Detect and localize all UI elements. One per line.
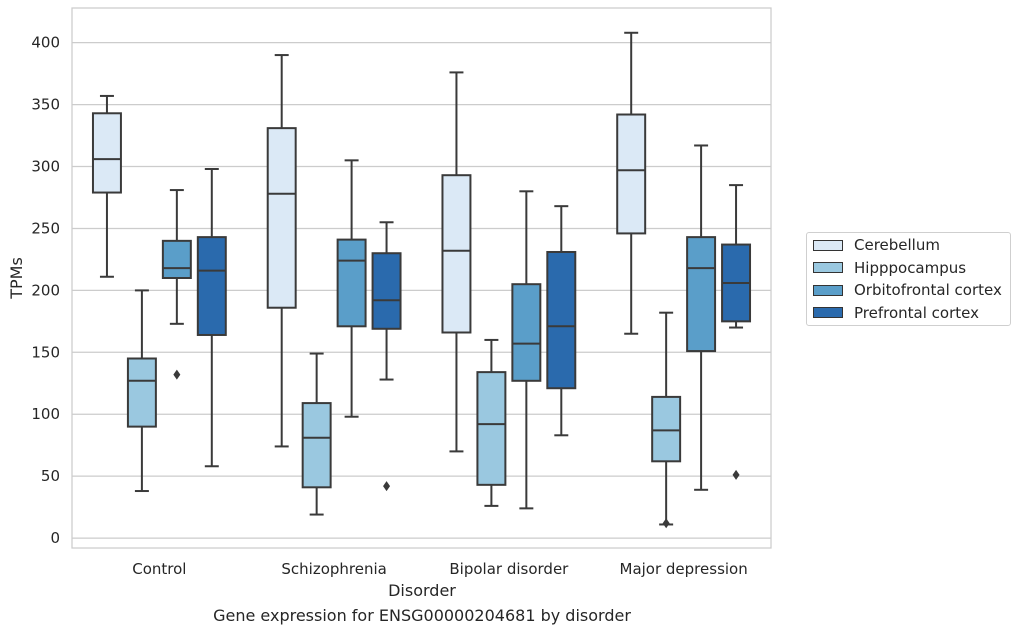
chart-caption: Gene expression for ENSG00000204681 by d…: [213, 606, 631, 625]
box-cerebellum: [616, 31, 647, 335]
legend-item: Orbitofrontal cortex: [813, 281, 1002, 299]
legend-label: Orbitofrontal cortex: [854, 281, 1002, 299]
y-tick-label: 150: [31, 343, 60, 361]
iqr-box: [651, 395, 682, 463]
legend-swatch: [813, 284, 843, 296]
iqr-box: [196, 236, 227, 336]
iqr-box: [686, 236, 717, 353]
x-tick-label: Bipolar disorder: [449, 560, 569, 578]
box-cerebellum: [441, 71, 472, 453]
box-cerebellum: [91, 94, 122, 278]
iqr-box: [616, 113, 647, 235]
y-tick-label: 250: [31, 219, 60, 237]
legend-swatch: [813, 239, 843, 251]
box-prefrontal-cortex: [721, 184, 752, 480]
x-tick-label: Schizophrenia: [281, 560, 386, 578]
y-tick-label: 300: [31, 158, 60, 176]
y-axis-label: TPMs: [7, 257, 26, 300]
y-tick-label: 200: [31, 281, 60, 299]
legend: Cerebellum Hipppocampus Orbitofrontal cort…: [806, 232, 1011, 326]
box-orbitofrontal-cortex: [161, 189, 192, 380]
legend-swatch: [813, 307, 843, 318]
y-tick-label: 100: [31, 405, 60, 423]
box-hipppocampus: [651, 311, 682, 529]
box-hipppocampus: [126, 289, 157, 493]
y-tick-label: 0: [50, 529, 60, 547]
box-prefrontal-cortex: [196, 168, 227, 468]
box-hipppocampus: [476, 338, 507, 507]
box-orbitofrontal-cortex: [336, 159, 367, 418]
gridlines: [72, 42, 771, 539]
iqr-box: [476, 371, 507, 486]
legend-item: Hipppocampus: [813, 259, 966, 277]
outlier-point: [173, 369, 181, 380]
outlier-point: [662, 518, 670, 529]
iqr-box: [441, 174, 472, 334]
y-tick-labels: 0 50 100 150 200 250 300 350 400: [31, 34, 60, 547]
x-axis-label: Disorder: [388, 581, 456, 600]
iqr-box: [511, 283, 542, 382]
legend-label: Hipppocampus: [854, 258, 967, 277]
iqr-box: [546, 250, 577, 390]
outlier-point: [732, 469, 740, 480]
legend-label: Prefrontal cortex: [854, 303, 979, 322]
legend-swatch: [813, 262, 843, 273]
y-tick-label: 400: [31, 34, 60, 52]
iqr-box: [336, 238, 367, 328]
x-tick-label: Control: [132, 560, 186, 578]
x-tick-label: Major depression: [620, 560, 748, 578]
box-prefrontal-cortex: [546, 205, 577, 437]
y-tick-label: 50: [41, 467, 60, 485]
legend-label: Cerebellum: [854, 236, 940, 254]
box-prefrontal-cortex: [371, 221, 402, 492]
iqr-box: [161, 239, 192, 280]
iqr-box: [301, 402, 332, 489]
legend-item: Cerebellum: [813, 236, 940, 254]
plot-frame: [71, 7, 772, 549]
boxes: [91, 31, 752, 529]
box-hipppocampus: [301, 352, 332, 516]
x-tick-labels: Control Schizophrenia Bipolar disorder Majo…: [132, 560, 747, 578]
iqr-box: [371, 252, 402, 330]
box-cerebellum: [266, 54, 297, 448]
y-tick-label: 350: [31, 96, 60, 114]
outlier-point: [383, 481, 391, 492]
iqr-box: [126, 357, 157, 428]
iqr-box: [266, 127, 297, 309]
iqr-box: [91, 112, 122, 194]
legend-item: Prefrontal cortex: [813, 304, 979, 322]
box-orbitofrontal-cortex: [511, 190, 542, 510]
box-orbitofrontal-cortex: [686, 144, 717, 491]
